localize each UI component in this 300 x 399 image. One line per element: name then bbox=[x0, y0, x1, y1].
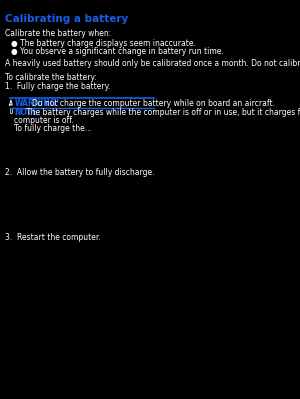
Text: The battery charges while the computer is off or in use, but it charges faster w: The battery charges while the computer i… bbox=[26, 108, 300, 117]
Text: ● You observe a significant change in battery run time.: ● You observe a significant change in ba… bbox=[11, 47, 224, 56]
Bar bbox=[10, 108, 12, 113]
Text: Calibrate the battery when:: Calibrate the battery when: bbox=[5, 29, 112, 38]
Text: computer is off.: computer is off. bbox=[14, 116, 74, 125]
Text: Do not charge the computer battery while on board an aircraft.: Do not charge the computer battery while… bbox=[32, 99, 275, 108]
Text: 1.  Fully charge the battery.: 1. Fully charge the battery. bbox=[5, 82, 111, 91]
Text: WARNING!: WARNING! bbox=[14, 99, 60, 108]
Text: ● The battery charge displays seem inaccurate.: ● The battery charge displays seem inacc… bbox=[11, 39, 196, 48]
Polygon shape bbox=[10, 100, 12, 105]
Text: A heavily used battery should only be calibrated once a month. Do not calibrate : A heavily used battery should only be ca… bbox=[5, 59, 300, 68]
Text: Calibrating a battery: Calibrating a battery bbox=[5, 14, 129, 24]
Text: NOTE:: NOTE: bbox=[14, 108, 41, 117]
Text: 2.  Allow the battery to fully discharge.: 2. Allow the battery to fully discharge. bbox=[5, 168, 155, 177]
Text: To calibrate the battery:: To calibrate the battery: bbox=[5, 73, 97, 82]
Text: 3.  Restart the computer.: 3. Restart the computer. bbox=[5, 233, 101, 242]
Text: To fully charge the...: To fully charge the... bbox=[14, 124, 92, 133]
